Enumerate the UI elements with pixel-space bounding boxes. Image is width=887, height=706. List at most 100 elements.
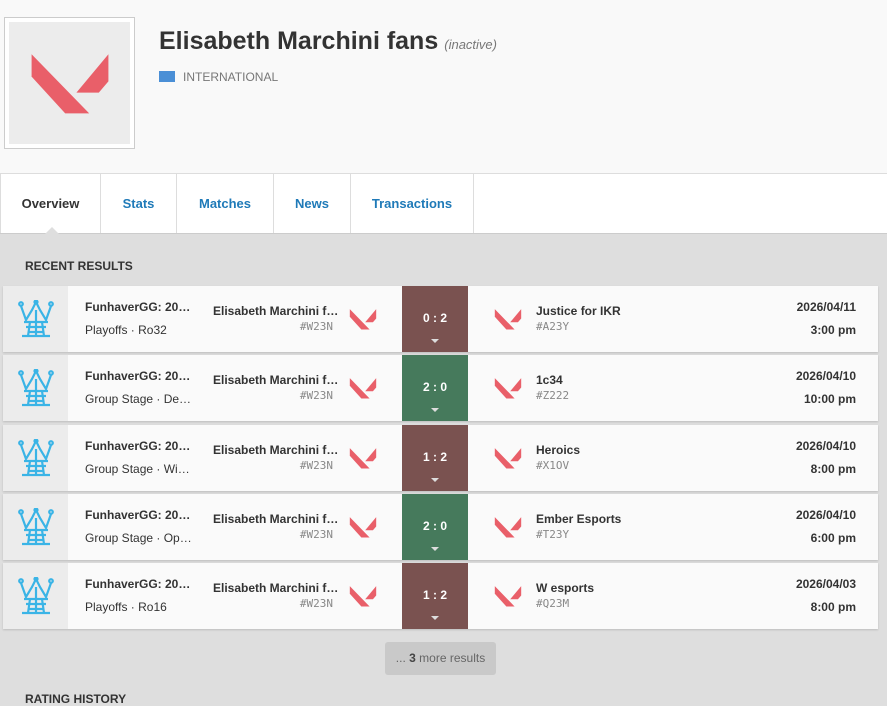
match-time: 6:00 pm xyxy=(810,530,856,545)
event-logo xyxy=(17,507,54,545)
score: 0 : 2 xyxy=(422,311,447,325)
team-logo-box xyxy=(349,377,377,402)
more-count: 3 xyxy=(409,651,416,665)
match-row[interactable]: FunhaverGG: 20… Playoffs · Ro16 Elisabeth … xyxy=(3,563,878,629)
team-logo xyxy=(494,447,522,468)
event-name: FunhaverGG: 20… xyxy=(85,369,191,384)
opponent-name: Justice for IKR xyxy=(536,304,621,318)
opponent-logo-box xyxy=(494,516,522,541)
team-tag: #W23N xyxy=(299,597,333,610)
score-box[interactable]: 2 : 0 xyxy=(402,355,468,422)
event-icon xyxy=(3,563,68,629)
team-logo xyxy=(349,516,377,538)
event-stage: Playoffs · Ro32 xyxy=(85,323,167,337)
event-logo xyxy=(17,577,54,615)
team-tag: #W23N xyxy=(299,458,333,472)
section-title: RECENT RESULTS xyxy=(25,259,133,273)
opponent-name: Heroics xyxy=(536,442,581,457)
tab[interactable]: Overview xyxy=(0,174,101,234)
event-logo xyxy=(17,438,54,476)
match-date: 2026/04/11 xyxy=(796,300,856,314)
section-title: RATING HISTORY xyxy=(25,692,127,706)
score-box[interactable]: 0 : 2 xyxy=(402,286,468,352)
opponent-tag: #Q23M xyxy=(536,597,570,610)
event-name: FunhaverGG: 20… xyxy=(85,507,191,522)
team-logo xyxy=(4,17,135,149)
logo-bg xyxy=(9,22,130,144)
team-tag: #W23N xyxy=(299,527,333,541)
score: 1 : 2 xyxy=(422,588,447,602)
team-logo-box xyxy=(349,308,377,333)
more-suffix: more results xyxy=(419,651,486,665)
score-box[interactable]: 2 : 0 xyxy=(402,493,468,560)
opponent-logo-box xyxy=(494,377,522,402)
event-icon xyxy=(3,355,68,422)
team-header: Elisabeth Marchini fans (inactive) INTERN… xyxy=(0,0,887,173)
tab[interactable]: Transactions xyxy=(351,174,474,233)
event-logo xyxy=(17,369,54,407)
match-time: 10:00 pm xyxy=(803,392,856,407)
opponent-name: W esports xyxy=(536,581,595,595)
team-logo xyxy=(349,378,377,399)
event-icon xyxy=(3,286,68,352)
tab[interactable]: Stats xyxy=(101,174,177,233)
team-logo xyxy=(349,586,377,607)
team-name: Elisabeth Marchini f… xyxy=(213,511,339,526)
team-name: Elisabeth Marchini f… xyxy=(213,442,339,457)
valorant-logo xyxy=(31,54,108,114)
team-tag: #W23N xyxy=(299,389,333,403)
team-logo xyxy=(494,516,522,538)
match-date: 2026/04/10 xyxy=(795,369,856,384)
region: INTERNATIONAL xyxy=(183,70,279,84)
opponent-logo-box xyxy=(494,585,522,610)
flag-icon xyxy=(159,71,175,82)
tab[interactable]: Matches xyxy=(177,174,274,233)
event-stage: Group Stage · Op… xyxy=(85,530,192,545)
score: 1 : 2 xyxy=(422,449,447,464)
more-results-button[interactable]: ... 3 more results xyxy=(385,642,496,675)
event-name: FunhaverGG: 20… xyxy=(85,438,191,453)
opponent-logo-box xyxy=(494,447,522,472)
team-name: Elisabeth Marchini f… xyxy=(213,373,339,388)
match-row[interactable]: FunhaverGG: 20… Group Stage · De… Elisabet… xyxy=(3,355,878,422)
team-logo-box xyxy=(349,516,377,541)
opponent-tag: #Z222 xyxy=(536,389,570,403)
score-box[interactable]: 1 : 2 xyxy=(402,563,468,629)
expand-caret xyxy=(431,339,439,343)
opponent-tag: #X1OV xyxy=(536,458,570,472)
more-prefix: ... xyxy=(395,651,406,665)
opponent-logo-box xyxy=(494,308,522,333)
opponent-name: Ember Esports xyxy=(536,511,622,526)
event-logo xyxy=(17,300,54,338)
match-row[interactable]: FunhaverGG: 20… Group Stage · Wi… Elisabet… xyxy=(3,424,878,491)
opponent-tag: #A23Y xyxy=(536,320,570,333)
score-box[interactable]: 1 : 2 xyxy=(402,424,468,491)
tab[interactable]: News xyxy=(274,174,351,233)
match-row[interactable]: FunhaverGG: 20… Group Stage · Op… Elisabet… xyxy=(3,493,878,560)
event-stage: Group Stage · Wi… xyxy=(85,461,190,476)
match-time: 3:00 pm xyxy=(810,323,856,337)
team-logo xyxy=(494,378,522,399)
opponent-tag: #T23Y xyxy=(536,527,570,541)
event-name: FunhaverGG: 20… xyxy=(85,300,191,314)
match-date: 2026/04/10 xyxy=(795,438,856,453)
event-stage: Group Stage · De… xyxy=(85,392,192,407)
team-logo-box xyxy=(349,585,377,610)
event-stage: Playoffs · Ro16 xyxy=(85,600,167,614)
expand-caret xyxy=(431,477,439,482)
team-logo xyxy=(349,447,377,468)
tab-bar: Overview Stats Matches News Transactions xyxy=(0,173,887,234)
team-logo xyxy=(494,586,522,607)
match-row[interactable]: FunhaverGG: 20… Playoffs · Ro32 Elisabeth … xyxy=(3,286,878,352)
event-icon xyxy=(3,424,68,491)
expand-caret xyxy=(431,408,439,413)
team-tag: #W23N xyxy=(299,320,333,333)
event-name: FunhaverGG: 20… xyxy=(85,577,191,591)
event-icon xyxy=(3,493,68,560)
score: 2 : 0 xyxy=(422,518,447,533)
team-logo xyxy=(494,309,522,330)
team-name: Elisabeth Marchini fans xyxy=(159,27,439,55)
team-status: (inactive) xyxy=(444,37,497,52)
expand-caret xyxy=(431,616,439,620)
